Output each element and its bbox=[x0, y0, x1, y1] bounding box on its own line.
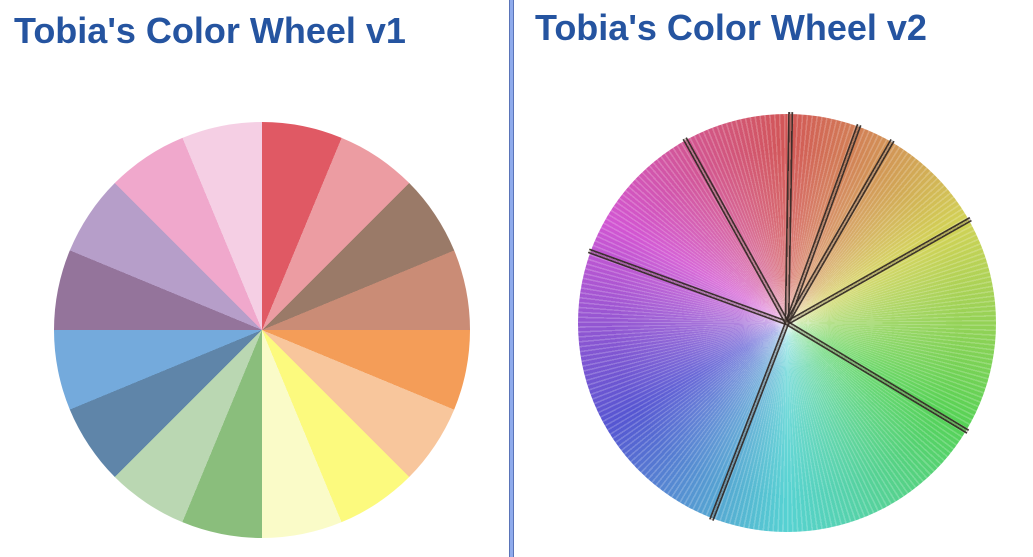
panel-divider-line bbox=[509, 0, 514, 557]
color-wheel-v2-pie bbox=[578, 111, 996, 532]
color-wheel-v1-pie bbox=[54, 122, 470, 538]
chart-title-v2: Tobia's Color Wheel v2 bbox=[535, 7, 927, 48]
chart-title-v1: Tobia's Color Wheel v1 bbox=[14, 10, 406, 51]
